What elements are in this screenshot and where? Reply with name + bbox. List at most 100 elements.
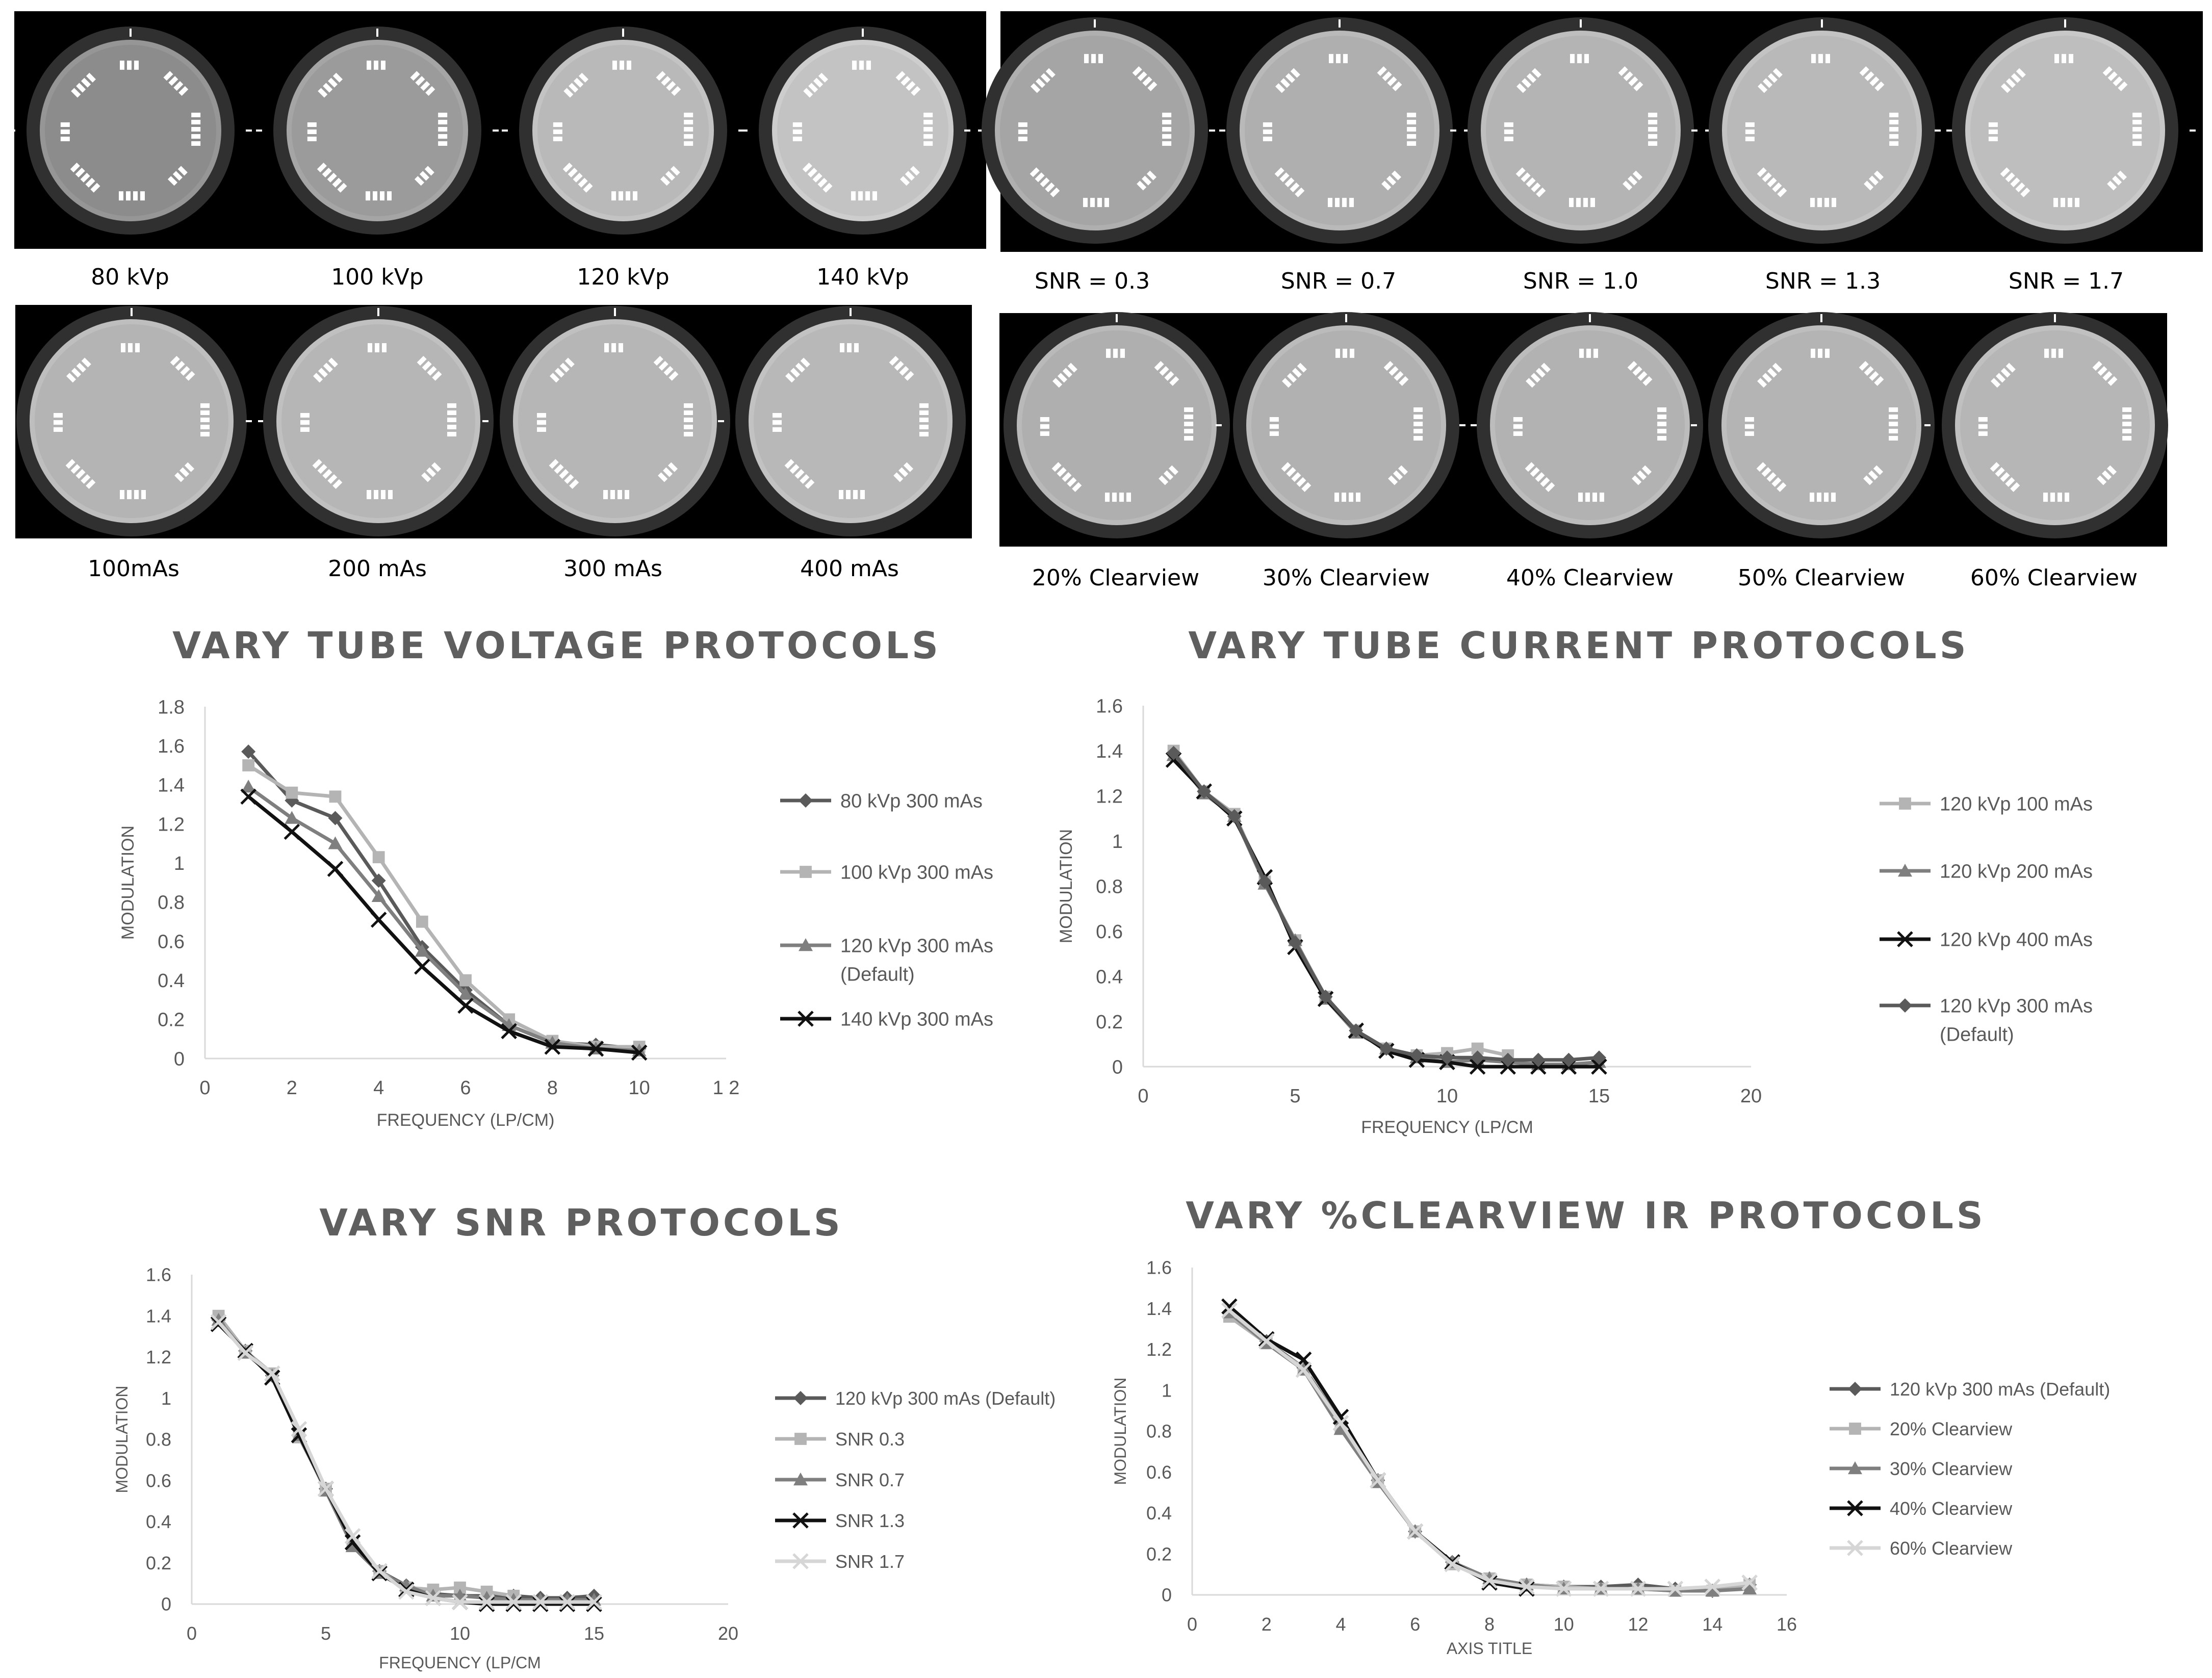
data-point [532,1594,549,1610]
x-tick-label: 6 [1410,1614,1420,1635]
x-tick-label: 15 [584,1623,604,1644]
y-tick-label: 0.4 [1096,966,1123,988]
phantom-image [1209,17,1470,244]
caption-140kvp: 140 kVp [816,264,909,290]
y-tick-label: 0.8 [146,1429,171,1450]
y-tick-label: 0 [1112,1056,1123,1078]
phantom-image [256,27,499,235]
data-point [452,1594,468,1610]
caption-snr-0-7: SNR = 0.7 [1280,268,1397,294]
y-axis-label: MODULATION [1057,829,1076,943]
x-tick-label: 0 [1187,1614,1197,1635]
data-point [501,1023,517,1040]
caption-30-clearview: 30% Clearview [1262,565,1430,591]
data-point [586,1594,602,1610]
y-tick-label: 1.4 [146,1305,171,1326]
legend-entry: 120 kVp 300 mAs (Default) [780,936,993,986]
y-tick-label: 0 [1162,1585,1172,1606]
data-point [241,744,256,759]
data-point [1555,1581,1572,1597]
series-line [1228,1315,1750,1593]
x-tick-label: 16 [1777,1614,1797,1635]
y-tick-label: 0.6 [146,1470,171,1491]
legend-label: 120 kVp 100 mAs [1940,794,2093,815]
y-axis-label: MODULATION [113,1386,131,1493]
data-point [1470,1050,1485,1065]
data-point [1379,1041,1394,1056]
series-0 [241,744,647,1056]
y-tick-label: 0.8 [1146,1421,1172,1442]
series-line [217,1319,595,1600]
data-point [370,912,387,928]
data-point [586,1596,602,1612]
data-point [210,1314,227,1330]
snr-chart-title: VARY SNR PROTOCOLS [319,1201,843,1244]
series-0 [211,1312,601,1605]
chart-3: 0 0.2 0.4 0.6 0.8 1 1.2 1.4 1.6 0 2 4 6 8 10 12 14 16 AXIS… [1111,1257,2110,1658]
caption-120kvp: 120 kVp [577,264,670,290]
data-point [1227,809,1242,823]
phantom-image [482,306,748,536]
x-tick-label: 5 [321,1623,331,1644]
series-line [247,795,639,1054]
data-point [1742,1581,1757,1595]
series-line [247,764,639,1049]
y-tick-label: 1.4 [158,775,185,796]
data-point [1258,1333,1275,1350]
series-1 [1166,748,1606,1070]
tube-voltage-chart-title: VARY TUBE VOLTAGE PROTOCOLS [172,624,941,667]
x-axis-label: FREQUENCY (LP/CM) [377,1111,555,1130]
x-tick-label: 4 [1335,1614,1346,1635]
x-axis-label: FREQUENCY (LP/CM [1361,1118,1533,1137]
caption-100kvp: 100 kVp [331,264,424,290]
series-2 [1222,1305,1757,1597]
y-tick-label: 1.6 [146,1264,171,1285]
x-tick-label: 10 [629,1077,650,1099]
phantom-image [1450,17,1711,244]
data-point [631,1044,648,1061]
data-point [544,1039,561,1055]
caption-400mas: 400 mAs [800,556,899,582]
data-point [478,1596,495,1612]
legend-label: SNR 1.7 [835,1551,905,1572]
data-point [1630,1581,1647,1597]
data-point [318,1481,334,1497]
legend-label: 120 kVp 400 mAs [1940,930,2093,951]
data-point [328,811,343,825]
y-tick-label: 1 [174,853,185,874]
legend-label-line2: (Default) [840,964,915,986]
x-tick-label: 15 [1588,1086,1610,1107]
legend-label: SNR 1.3 [835,1510,905,1531]
series-3 [1166,745,1606,1067]
data-point [1741,1574,1758,1591]
phantom-image [1691,312,1952,538]
series-line [1172,758,1599,1069]
data-point [327,861,344,877]
series-4 [210,1314,602,1610]
clearview-chart-title: VARY %CLEARVIEW IR PROTOCOLS [1186,1194,1986,1237]
legend-entry: 120 kVp 200 mAs [1880,861,2093,883]
y-tick-label: 1.6 [1146,1257,1172,1278]
x-tick-label: 20 [1740,1086,1762,1107]
chart-1: 0 0.2 0.4 0.6 0.8 1 1.2 1.4 1.6 0 5 10 15 20 FREQUENCY… [1057,695,2093,1137]
data-point [328,836,343,849]
series-line [217,1323,594,1606]
legend-label-line2: (Default) [1940,1024,2014,1046]
legend-label: 120 kVp 300 mAs [1940,996,2093,1017]
phantom-image [502,27,744,235]
data-point [371,889,386,902]
data-point [371,1563,388,1580]
legend-entry: 120 kVp 400 mAs [1880,930,2093,951]
data-point [459,974,472,987]
y-tick-label: 1.2 [1096,786,1123,807]
phantom-image [1935,17,2196,244]
data-point [1471,1042,1484,1055]
caption-80kvp: 80 kVp [91,264,169,290]
y-tick-label: 1.2 [158,814,185,835]
legend-label: 140 kVp 300 mAs [840,1009,993,1030]
data-point [505,1596,522,1612]
data-point [241,780,256,793]
phantom-image [1459,312,1720,538]
phantom-image [1924,312,2185,538]
